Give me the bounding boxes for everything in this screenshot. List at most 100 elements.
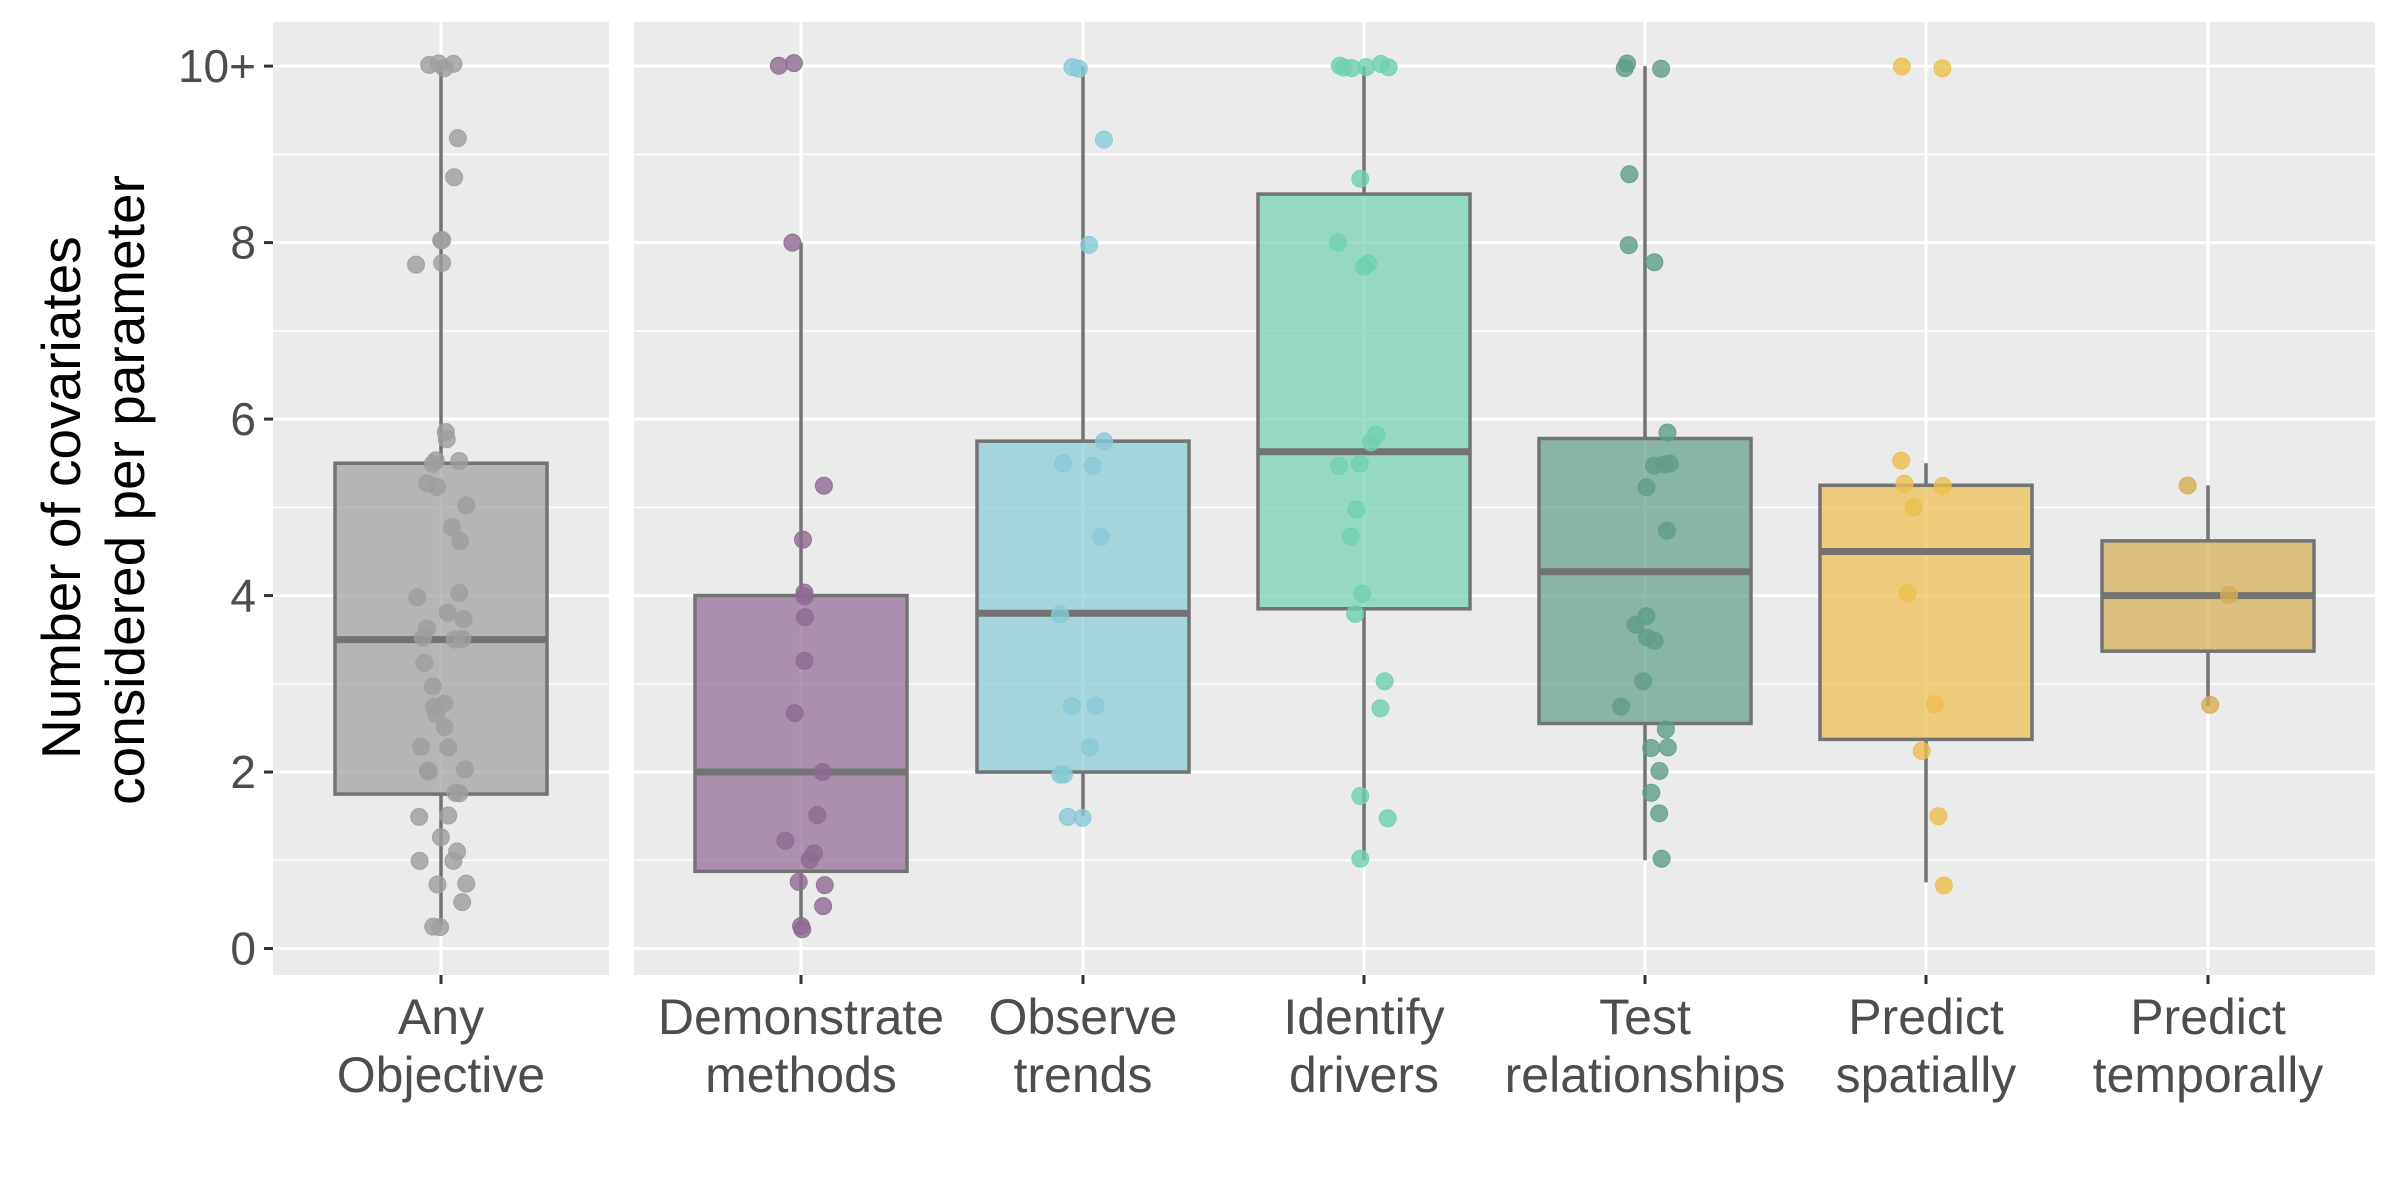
- data-point-predict-spatial: [1933, 476, 1952, 495]
- data-point-any: [451, 532, 470, 551]
- data-point-test: [1612, 697, 1631, 716]
- x-tick-label-line: Test: [1599, 989, 1691, 1045]
- data-point-any: [450, 583, 469, 602]
- data-point-any: [433, 230, 452, 249]
- data-point-any: [439, 738, 458, 757]
- data-point-predict-spatial: [1925, 695, 1944, 714]
- data-point-identify: [1346, 604, 1365, 623]
- data-point-any: [419, 762, 438, 781]
- panel-background-by-objective: [634, 22, 2375, 975]
- data-point-observe: [1051, 765, 1070, 784]
- x-tick-label-observe: Observe trends: [989, 989, 1178, 1103]
- data-point-identify: [1379, 58, 1398, 77]
- data-point-identify: [1351, 169, 1370, 188]
- x-tick-label-line: spatially: [1836, 1047, 2017, 1103]
- x-tick-label-line: Identify: [1283, 989, 1444, 1045]
- data-point-any: [448, 129, 467, 148]
- x-tick-label-test: Test relationships: [1505, 989, 1786, 1103]
- data-point-test: [1657, 521, 1676, 540]
- data-point-observe: [1095, 432, 1114, 451]
- data-point-any: [450, 452, 469, 471]
- y-tick-label: 8: [230, 217, 256, 269]
- x-tick-label-line: Demonstrate: [658, 989, 944, 1045]
- data-point-any: [442, 517, 461, 536]
- data-point-any: [439, 806, 458, 825]
- data-point-predict-spatial: [1892, 451, 1911, 470]
- data-point-demonstrate: [783, 233, 802, 252]
- data-point-test: [1652, 59, 1671, 78]
- data-point-any: [407, 255, 426, 274]
- data-point-any: [420, 55, 439, 74]
- x-tick-label-line: Any: [398, 989, 484, 1045]
- data-point-identify: [1375, 672, 1394, 691]
- data-point-predict-spatial: [1934, 876, 1953, 895]
- x-tick-label-line: drivers: [1289, 1047, 1439, 1103]
- data-point-demonstrate: [814, 476, 833, 495]
- data-point-any: [408, 588, 427, 607]
- box-any: [333, 461, 549, 796]
- data-point-demonstrate: [776, 831, 795, 850]
- x-tick-label-identify: Identify drivers: [1283, 989, 1444, 1103]
- data-point-observe: [1062, 697, 1081, 716]
- x-tick-label-any: Any Objective: [337, 989, 545, 1103]
- data-point-identify: [1371, 699, 1390, 718]
- data-point-demonstrate: [795, 583, 814, 602]
- data-point-predict-spatial: [1912, 741, 1931, 760]
- data-point-observe: [1086, 696, 1105, 715]
- x-tick-label-predict-temporal: Predict temporally: [2093, 989, 2324, 1103]
- y-axis-title: Number of covariates considered per para…: [30, 175, 156, 805]
- x-tick-label-line: Objective: [337, 1047, 545, 1103]
- data-point-any: [411, 737, 430, 756]
- data-point-any: [450, 784, 469, 803]
- data-point-predict-spatial: [1895, 474, 1914, 493]
- jitter-points: [407, 54, 2239, 939]
- data-point-test: [1650, 804, 1669, 823]
- y-tick-label: 2: [230, 746, 256, 798]
- data-point-demonstrate: [784, 54, 803, 73]
- data-point-demonstrate: [793, 920, 812, 939]
- data-point-any: [433, 253, 452, 272]
- data-point-test: [1637, 478, 1656, 497]
- data-point-identify: [1351, 849, 1370, 868]
- data-point-demonstrate: [795, 608, 814, 627]
- data-point-identify: [1361, 433, 1380, 452]
- data-point-identify: [1342, 59, 1361, 78]
- data-point-observe: [1091, 528, 1110, 547]
- data-point-test: [1615, 59, 1634, 78]
- data-point-any: [410, 851, 429, 870]
- data-point-observe: [1073, 808, 1092, 827]
- data-point-predict-spatial: [1904, 498, 1923, 517]
- data-point-observe: [1063, 58, 1082, 77]
- data-point-demonstrate: [769, 56, 788, 75]
- y-tick-label: 10+: [178, 40, 256, 92]
- data-point-observe: [1051, 605, 1070, 624]
- data-point-any: [453, 893, 472, 912]
- data-point-demonstrate: [813, 762, 832, 781]
- data-point-any: [455, 760, 474, 779]
- y-tick-label: 4: [230, 570, 256, 622]
- data-point-test: [1626, 615, 1645, 634]
- data-point-identify: [1353, 584, 1372, 603]
- data-point-any: [457, 874, 476, 893]
- panels: [273, 22, 2375, 975]
- data-point-demonstrate: [800, 850, 819, 869]
- data-point-any: [414, 628, 433, 647]
- data-point-any: [423, 454, 442, 473]
- x-tick-label-line: Predict: [1848, 989, 2004, 1045]
- data-point-test: [1658, 738, 1677, 757]
- data-point-demonstrate: [815, 876, 834, 895]
- data-point-predict-spatial: [1898, 584, 1917, 603]
- data-point-predict-temporal: [2201, 695, 2220, 714]
- x-tick-label-demonstrate: Demonstrate methods: [658, 989, 944, 1103]
- x-tick-label-line: Observe: [989, 989, 1178, 1045]
- data-point-test: [1652, 849, 1671, 868]
- data-point-identify: [1330, 456, 1349, 475]
- data-point-demonstrate: [808, 806, 827, 825]
- data-point-identify: [1341, 527, 1360, 546]
- data-point-test: [1645, 253, 1664, 272]
- data-point-test: [1655, 455, 1674, 474]
- data-point-predict-spatial: [1929, 807, 1948, 826]
- data-point-any: [445, 168, 464, 187]
- data-point-observe: [1083, 456, 1102, 475]
